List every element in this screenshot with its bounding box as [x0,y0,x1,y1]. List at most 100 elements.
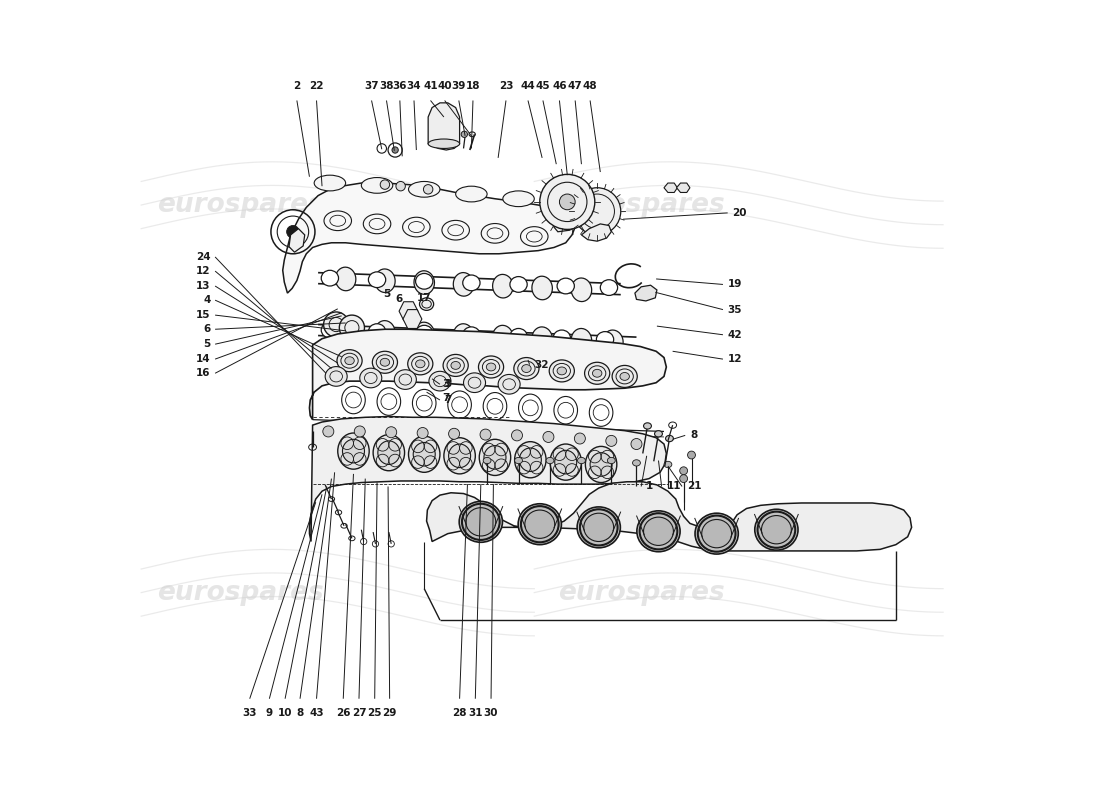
Ellipse shape [554,450,576,474]
Ellipse shape [532,276,552,300]
Ellipse shape [338,433,370,469]
Ellipse shape [557,278,574,294]
Circle shape [680,467,688,474]
Ellipse shape [463,275,480,290]
Ellipse shape [408,182,440,197]
Text: 24: 24 [196,252,210,262]
Text: 12: 12 [196,266,210,276]
Text: 3: 3 [442,379,450,390]
Ellipse shape [416,274,433,289]
Text: 21: 21 [686,482,702,491]
Ellipse shape [571,278,592,302]
Text: 6: 6 [204,324,210,334]
Text: 8: 8 [296,708,304,718]
Circle shape [461,131,468,138]
Ellipse shape [326,366,348,386]
Text: 38: 38 [379,81,394,91]
Ellipse shape [570,465,578,473]
Circle shape [339,315,364,340]
Ellipse shape [525,510,554,538]
Ellipse shape [585,446,617,482]
Text: 30: 30 [484,708,498,718]
Text: 4: 4 [204,295,210,305]
Polygon shape [522,354,542,364]
Ellipse shape [702,519,732,548]
Ellipse shape [361,458,370,466]
Text: 18: 18 [465,81,481,91]
Text: 3: 3 [444,379,452,390]
Ellipse shape [521,365,531,373]
Text: 34: 34 [407,81,421,91]
Circle shape [386,426,397,438]
Ellipse shape [654,430,662,437]
Ellipse shape [361,178,393,194]
Circle shape [688,451,695,459]
Polygon shape [664,183,678,193]
Ellipse shape [428,460,436,468]
Ellipse shape [519,448,541,471]
Ellipse shape [360,368,382,388]
Ellipse shape [593,370,602,378]
Text: 5: 5 [204,339,210,349]
Ellipse shape [697,515,736,552]
Text: 12: 12 [728,354,743,364]
Ellipse shape [515,442,546,478]
Ellipse shape [532,327,552,350]
Circle shape [396,182,406,191]
Ellipse shape [639,514,678,550]
Ellipse shape [535,464,542,471]
Ellipse shape [463,373,485,393]
Circle shape [322,426,333,437]
Text: 37: 37 [364,81,378,91]
Polygon shape [582,224,612,242]
Ellipse shape [372,351,397,374]
Ellipse shape [590,453,612,476]
Ellipse shape [620,373,629,380]
Text: 6: 6 [395,294,403,304]
Text: 23: 23 [498,81,514,91]
Polygon shape [309,417,667,542]
Ellipse shape [466,508,496,536]
Circle shape [354,426,365,437]
Text: 26: 26 [336,708,351,718]
Ellipse shape [546,458,554,464]
Text: 36: 36 [393,81,407,91]
Ellipse shape [449,444,471,468]
Text: 25: 25 [367,708,382,718]
Ellipse shape [596,332,614,347]
Circle shape [512,430,522,441]
Ellipse shape [571,329,592,352]
Ellipse shape [455,186,487,202]
Text: 46: 46 [552,81,567,91]
Text: 28: 28 [452,708,466,718]
Ellipse shape [368,272,386,287]
Polygon shape [554,198,583,232]
Text: 42: 42 [728,330,743,340]
Text: 2: 2 [294,81,300,91]
Ellipse shape [666,435,673,442]
Circle shape [417,427,428,438]
Circle shape [540,174,595,230]
Ellipse shape [521,506,559,542]
Ellipse shape [632,460,640,466]
Ellipse shape [414,442,436,466]
Text: 29: 29 [383,708,397,718]
Ellipse shape [603,330,623,354]
Ellipse shape [758,512,795,548]
Ellipse shape [459,502,503,542]
Ellipse shape [480,439,510,475]
Ellipse shape [557,367,566,375]
Ellipse shape [463,327,480,342]
Ellipse shape [644,422,651,429]
Ellipse shape [549,360,574,382]
Ellipse shape [637,511,680,552]
Text: 48: 48 [583,81,597,91]
Ellipse shape [486,363,496,371]
Text: 19: 19 [728,279,743,290]
Circle shape [560,194,575,210]
Ellipse shape [451,362,461,370]
Polygon shape [676,183,690,193]
Ellipse shape [443,354,469,377]
Ellipse shape [637,467,645,475]
Circle shape [287,226,299,238]
